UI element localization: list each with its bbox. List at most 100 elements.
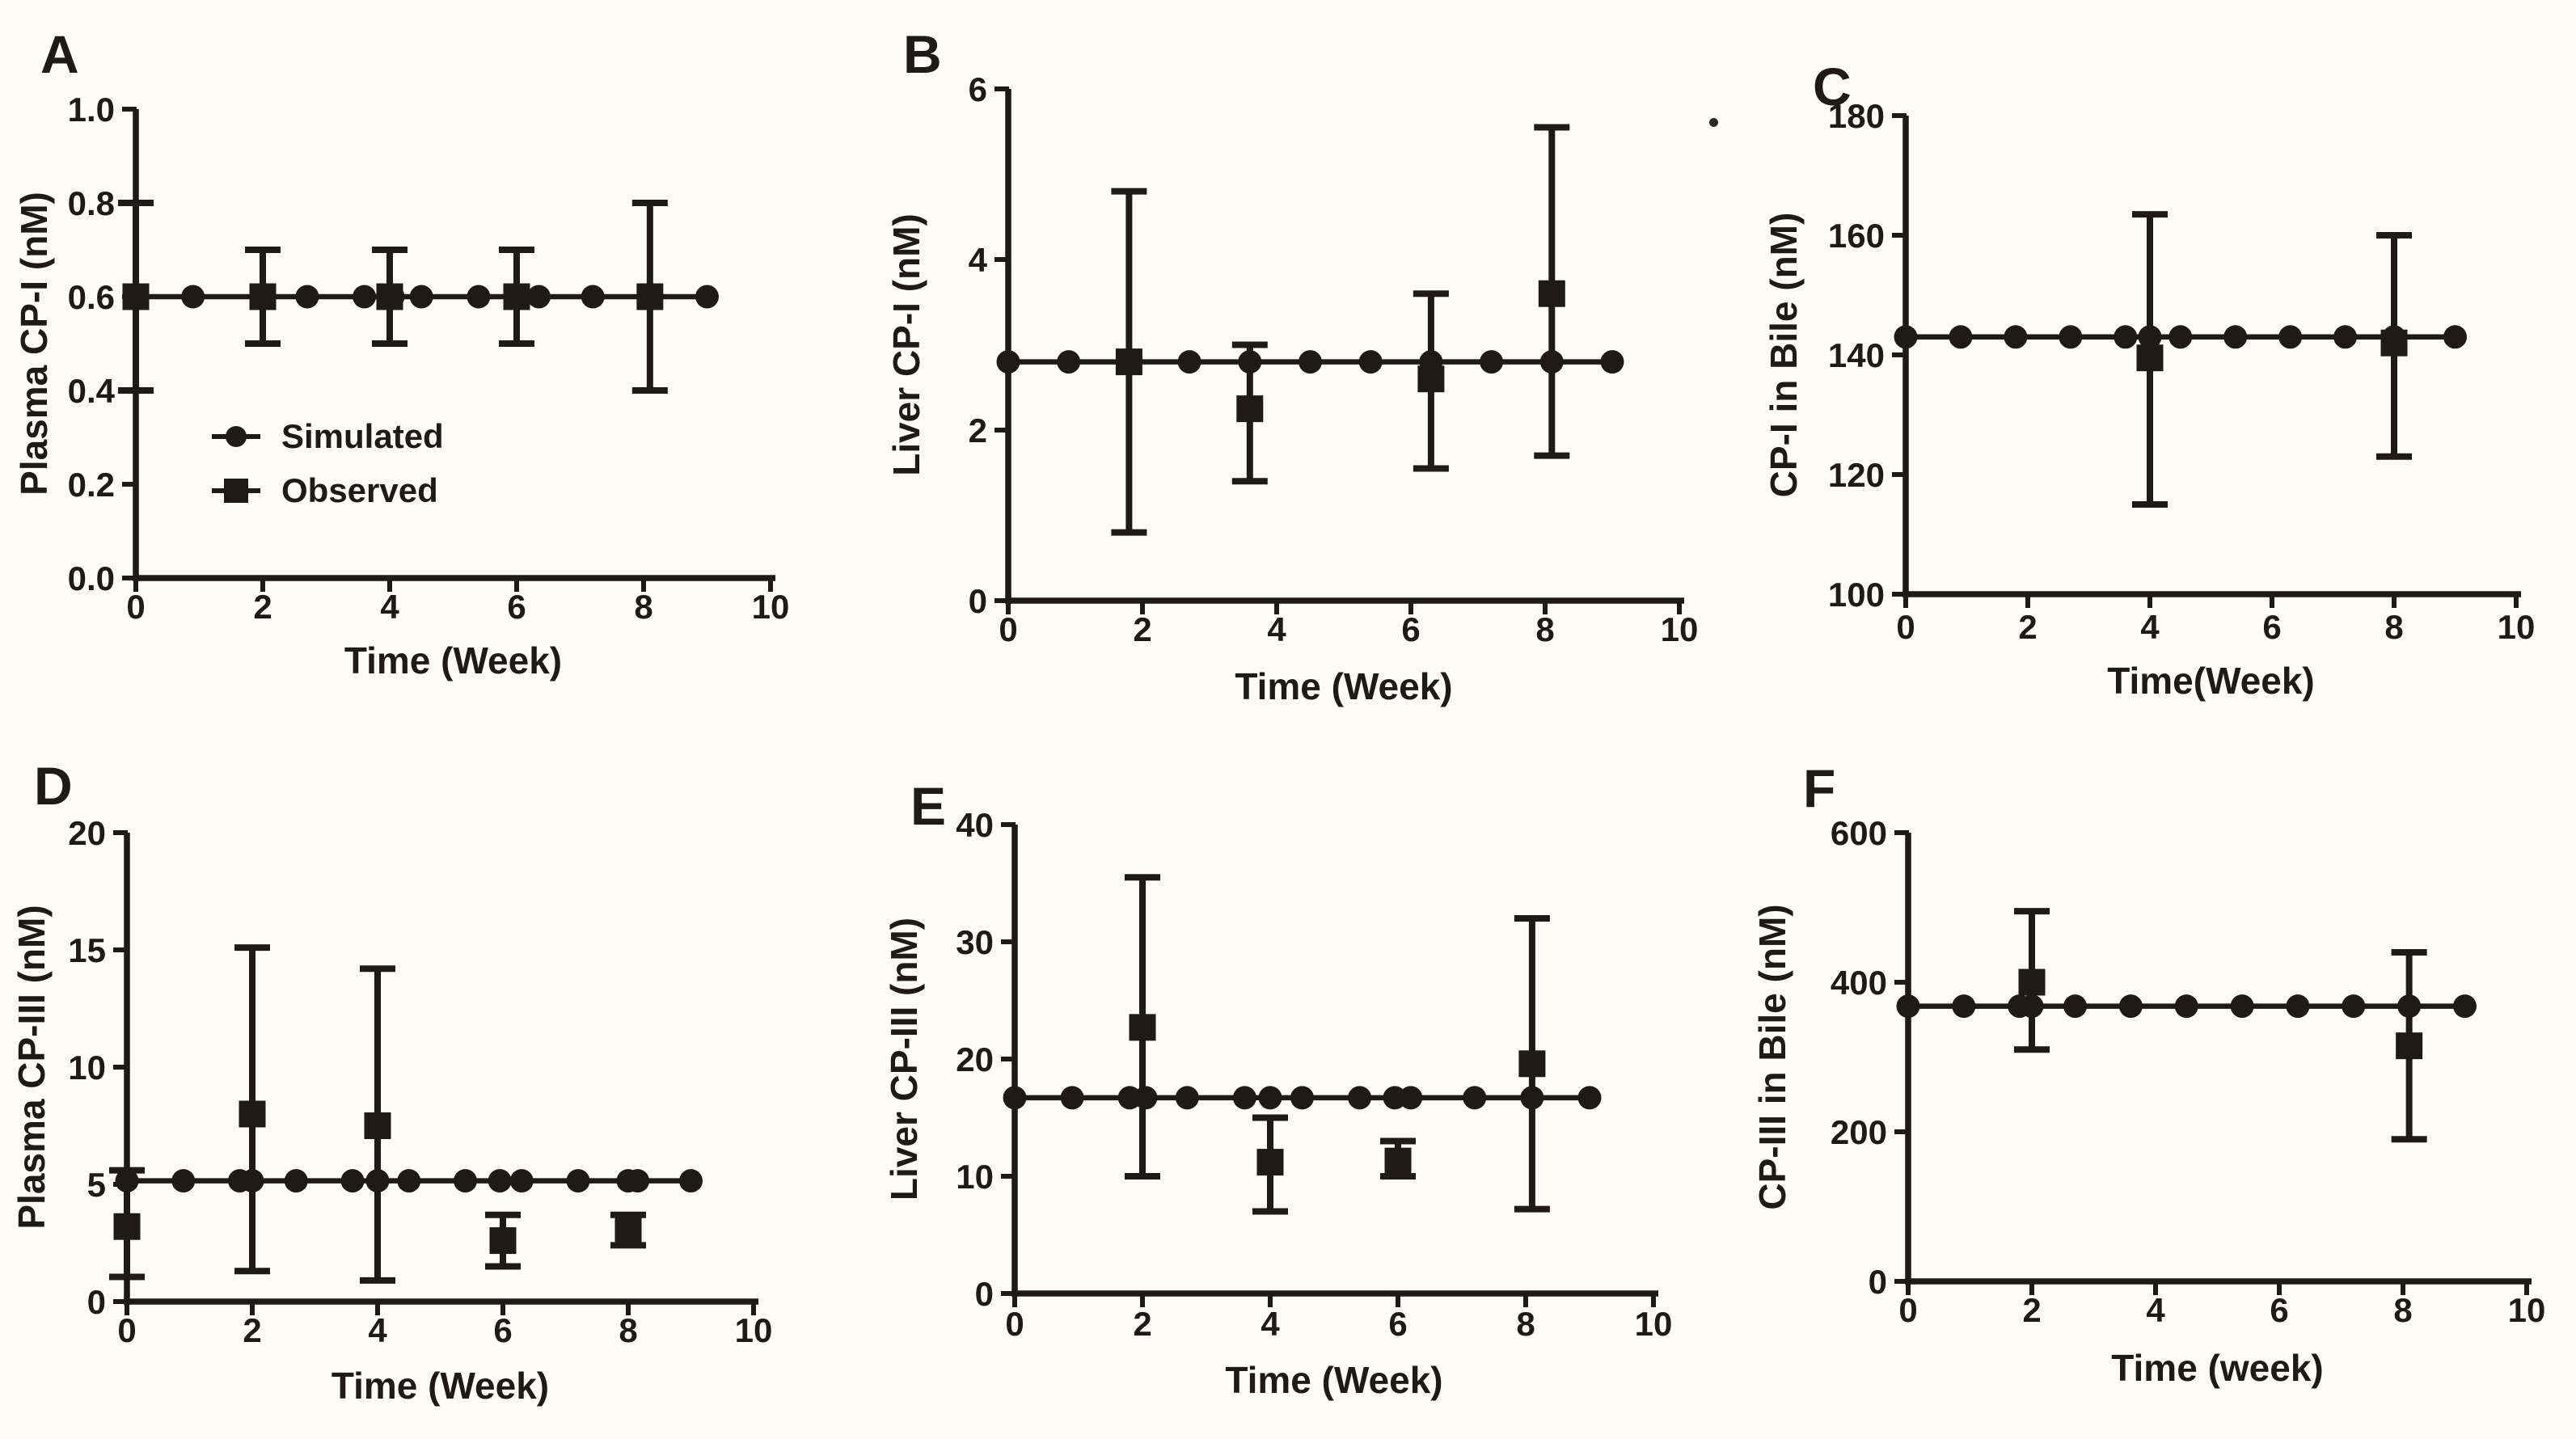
x-tick-label: 0 — [999, 610, 1017, 648]
y-tick-label: 40 — [956, 806, 994, 844]
simulated-point — [1299, 350, 1322, 374]
y-tick-label: 0 — [1869, 1263, 1887, 1301]
simulated-point — [1290, 1086, 1314, 1110]
simulated-point — [996, 350, 1020, 374]
x-axis-label: Time (week) — [2111, 1347, 2323, 1389]
observed-point — [1129, 1014, 1156, 1041]
simulated-point — [2223, 325, 2248, 349]
x-axis-label: Time (Week) — [1235, 665, 1452, 707]
simulated-point — [695, 285, 719, 309]
y-tick-label: 1.0 — [68, 91, 115, 129]
x-tick-label: 4 — [368, 1311, 387, 1349]
x-tick-label: 6 — [507, 588, 526, 626]
x-tick-label: 0 — [1005, 1305, 1024, 1343]
x-tick-label: 2 — [243, 1311, 261, 1349]
panel-a: 0.0 0.2 0.4 0.6 0.8 1.0 0 2 4 6 8 10 Time (Week) Plas… — [0, 0, 859, 720]
simulated-point — [295, 285, 319, 309]
x-tick-label: 2 — [1133, 610, 1151, 648]
simulated-point — [397, 1169, 421, 1193]
simulated-point — [1177, 350, 1201, 374]
observed-point — [122, 283, 150, 310]
observed-point — [614, 1217, 642, 1245]
y-tick-label: 400 — [1831, 964, 1887, 1002]
simulated-point — [679, 1169, 703, 1193]
observed-point — [1538, 280, 1565, 307]
x-tick-label: 4 — [2146, 1291, 2165, 1329]
x-tick-label: 0 — [1898, 1291, 1917, 1329]
observed-point — [1256, 1149, 1284, 1176]
x-tick-label: 8 — [1516, 1305, 1535, 1343]
y-tick-label: 20 — [956, 1040, 994, 1078]
legend-circle-icon — [226, 426, 247, 447]
y-axis-label: Plasma CP-III (nM) — [11, 905, 53, 1229]
x-tick-label: 0 — [126, 588, 145, 626]
simulated-point — [1003, 1086, 1027, 1110]
simulated-point — [2230, 994, 2254, 1019]
observed-point — [1417, 365, 1445, 393]
y-tick-label: 0 — [975, 1275, 994, 1313]
simulated-point — [2168, 325, 2193, 349]
simulated-point — [1358, 350, 1383, 374]
simulated-point — [2114, 325, 2138, 349]
simulated-point — [1896, 994, 1920, 1019]
panel-letter: B — [903, 24, 942, 84]
simulated-point — [2063, 994, 2088, 1019]
panel-c: 100 120 140 160 180 0 2 4 6 8 10 Time(Week) CP-I in … — [1717, 0, 2576, 720]
x-tick-label: 10 — [735, 1311, 773, 1349]
panel-b: 0 2 4 6 0 2 4 6 8 10 Time (Week) Liver CP-I (nM) B — [859, 0, 1717, 720]
x-tick-label: 10 — [1635, 1305, 1673, 1343]
panel-b-chart: 0 2 4 6 0 2 4 6 8 10 Time (Week) Liver CP-I (nM) B — [885, 24, 1699, 707]
simulated-point — [1480, 350, 1504, 374]
simulated-point — [1463, 1086, 1487, 1110]
observed-point — [2018, 968, 2046, 996]
simulated-point — [2443, 325, 2467, 349]
simulated-point — [1399, 1086, 1423, 1110]
y-tick-label: 5 — [87, 1166, 106, 1204]
y-axis-label: CP-III in Bile (nM) — [1751, 904, 1793, 1209]
x-tick-label: 10 — [1661, 610, 1699, 648]
legend-label: Observed — [281, 471, 438, 509]
simulated-point — [526, 285, 551, 309]
simulated-point — [1060, 1086, 1084, 1110]
x-tick-label: 2 — [1133, 1305, 1151, 1343]
observed-point — [503, 283, 530, 310]
y-tick-label: 180 — [1828, 97, 1885, 135]
y-axis-label: Plasma CP-I (nM) — [13, 192, 55, 496]
observed-point — [2136, 344, 2164, 372]
simulated-point — [2059, 325, 2083, 349]
panel-letter: F — [1803, 758, 1835, 818]
simulated-point — [2333, 325, 2358, 349]
y-tick-label: 160 — [1828, 217, 1885, 255]
y-tick-label: 0.2 — [68, 466, 115, 504]
panel-letter: C — [1813, 57, 1852, 116]
y-tick-label: 2 — [969, 411, 987, 449]
y-tick-label: 0.4 — [68, 372, 116, 410]
simulated-point — [2453, 994, 2477, 1019]
panel-letter: E — [910, 776, 946, 836]
x-axis-label: Time (Week) — [344, 639, 562, 682]
y-tick-label: 10 — [68, 1049, 106, 1087]
panel-e: 0 10 20 30 40 0 2 4 6 8 10 Time (Week) Liver CP-III … — [859, 720, 1717, 1439]
y-tick-label: 100 — [1828, 576, 1885, 614]
x-tick-label: 6 — [493, 1311, 512, 1349]
y-tick-label: 15 — [68, 931, 106, 969]
y-tick-label: 30 — [956, 923, 994, 961]
x-axis-label: Time(Week) — [2107, 660, 2315, 702]
y-tick-label: 120 — [1828, 456, 1885, 494]
observed-point — [239, 1100, 266, 1128]
observed-point — [364, 1112, 391, 1139]
x-axis-label: Time (Week) — [1225, 1359, 1442, 1401]
x-tick-label: 2 — [253, 588, 272, 626]
observed-point — [2396, 1032, 2423, 1060]
y-tick-label: 0 — [969, 582, 987, 620]
simulated-point — [340, 1169, 365, 1193]
x-tick-label: 10 — [2508, 1291, 2546, 1329]
y-axis-label: Liver CP-I (nM) — [885, 213, 927, 476]
simulated-point — [1057, 350, 1081, 374]
x-tick-label: 0 — [117, 1311, 136, 1349]
simulated-point — [488, 1169, 512, 1193]
x-tick-label: 4 — [380, 588, 399, 626]
observed-point — [113, 1213, 141, 1240]
panel-f-chart: 0 200 400 600 0 2 4 6 8 10 Time (week) CP-III in Bi… — [1751, 758, 2546, 1389]
